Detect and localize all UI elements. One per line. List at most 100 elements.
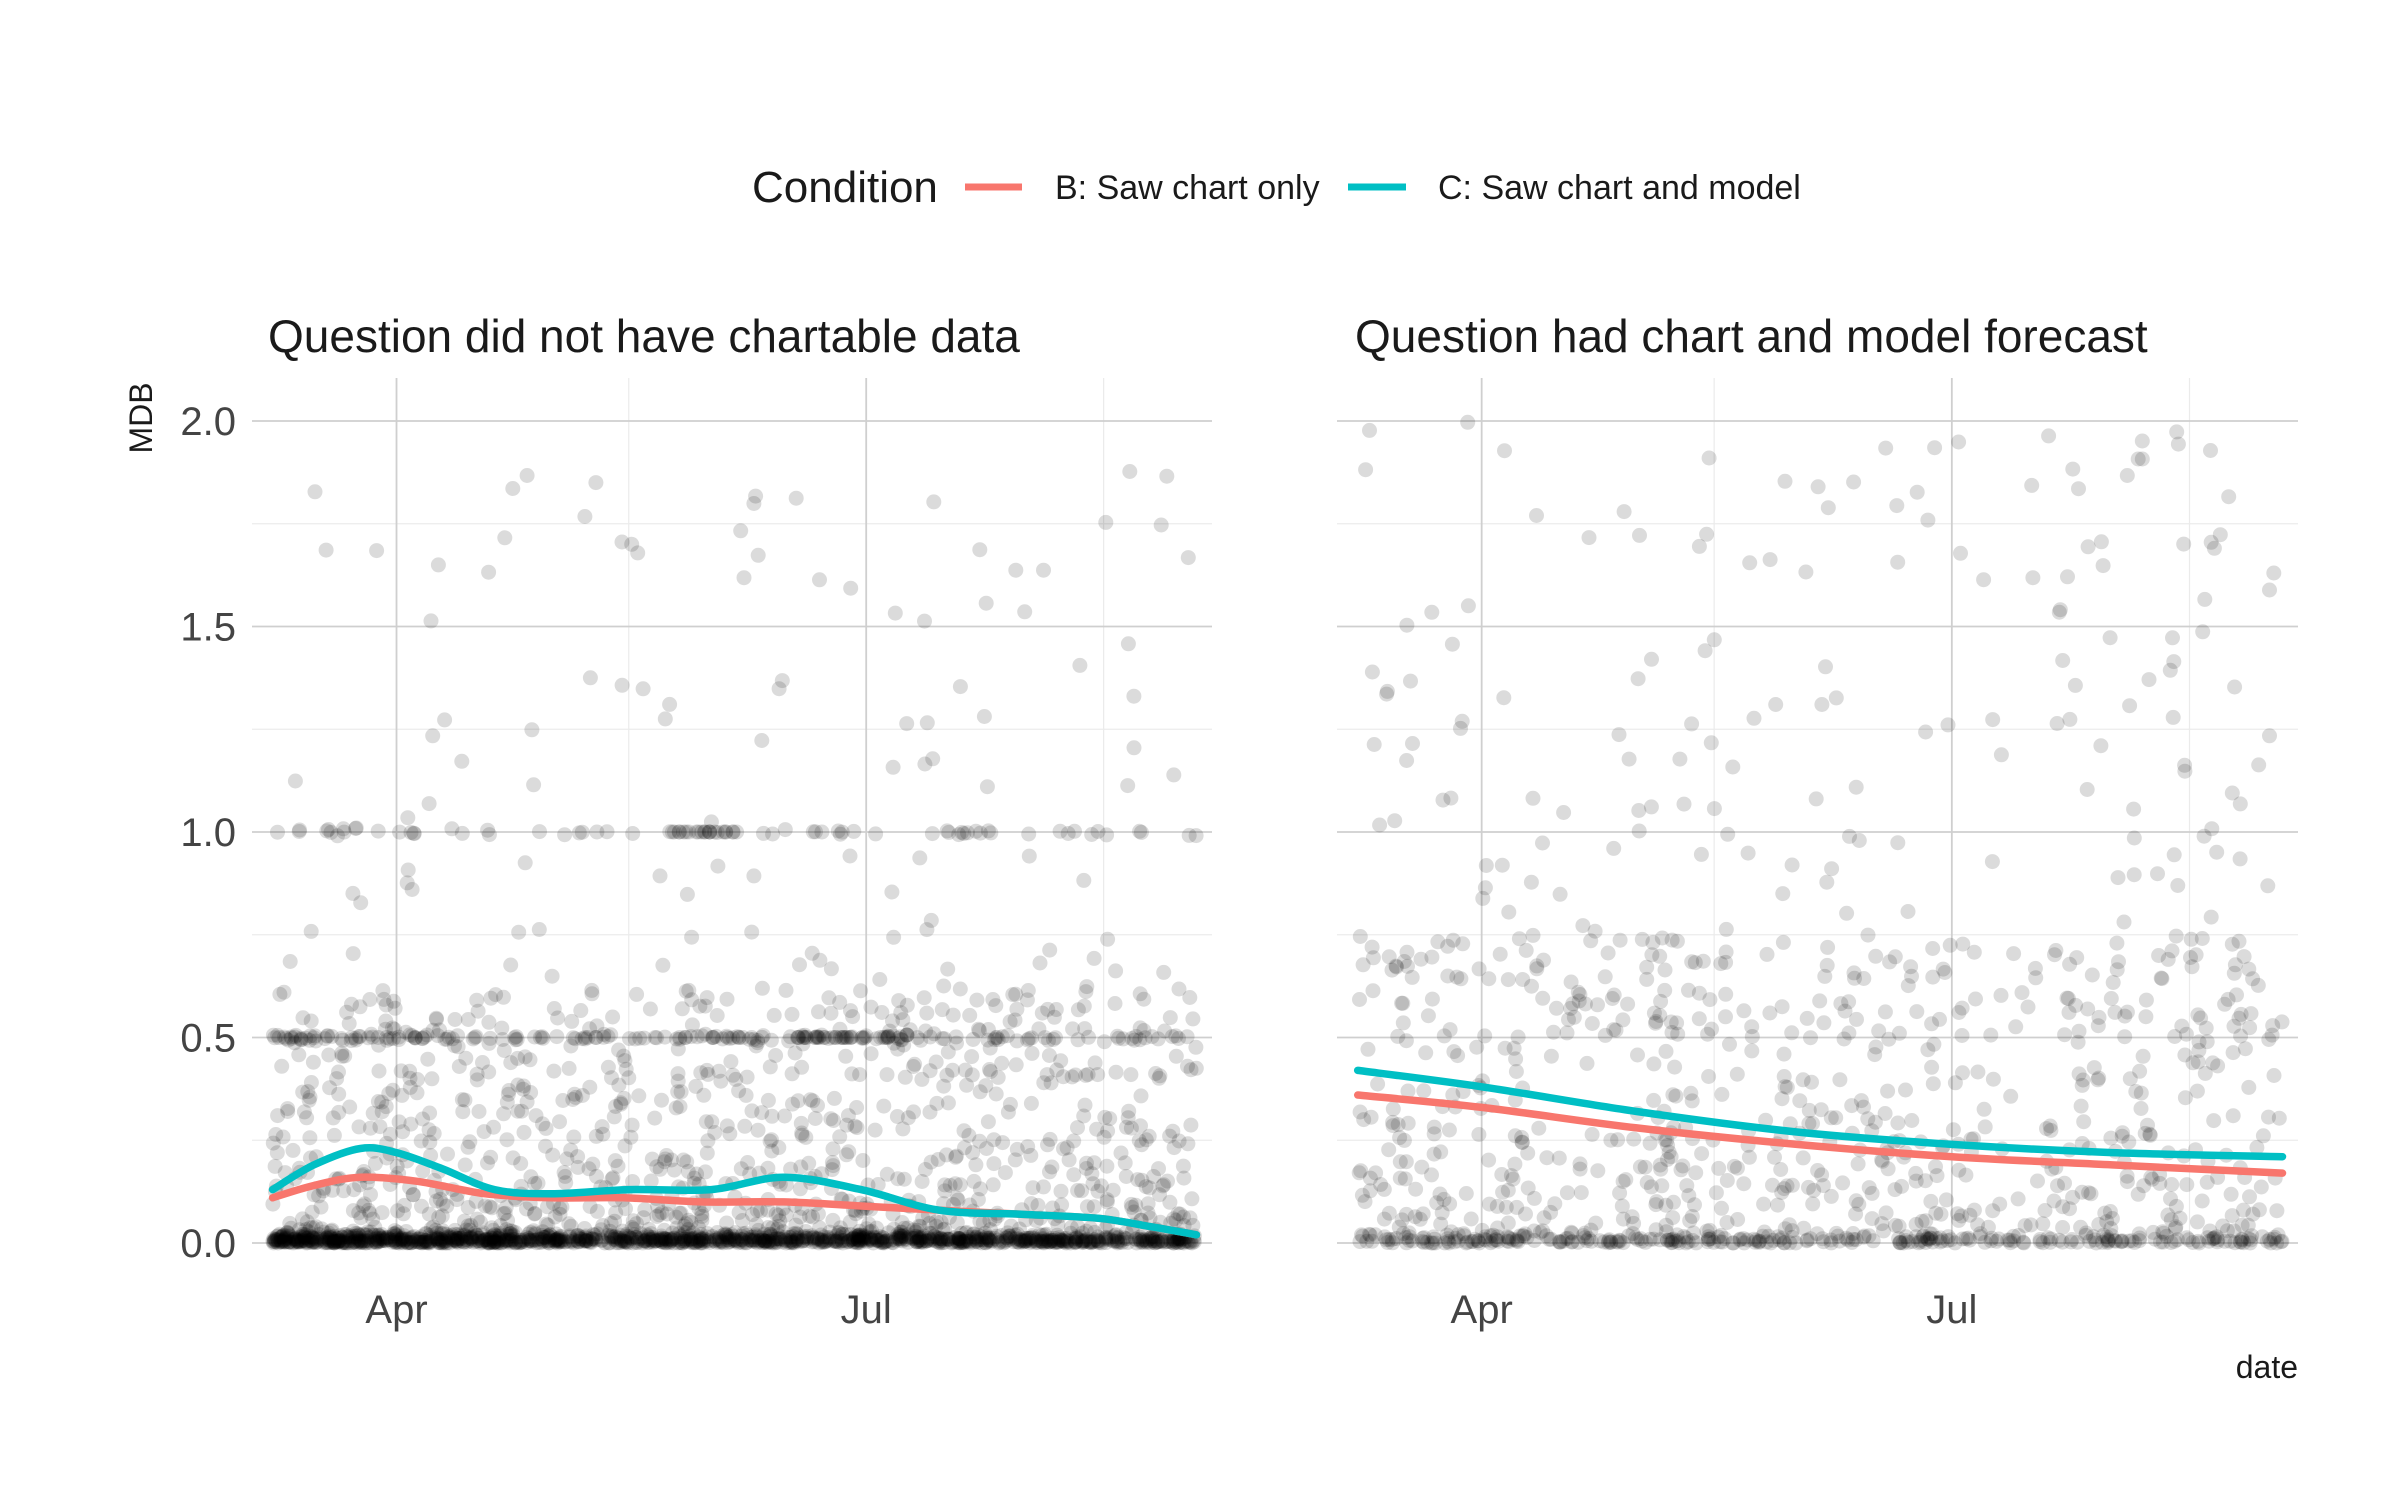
data-point	[423, 1221, 439, 1237]
data-point	[2008, 1019, 2024, 1035]
data-point	[393, 1232, 409, 1248]
data-point	[831, 1234, 847, 1250]
data-point	[487, 1227, 503, 1243]
data-point	[794, 1059, 810, 1075]
data-point	[582, 670, 598, 686]
data-point	[488, 987, 504, 1003]
data-point	[1664, 1025, 1680, 1040]
data-point	[408, 1233, 424, 1249]
data-point	[937, 1221, 953, 1237]
data-point	[812, 952, 828, 968]
data-point	[756, 1233, 772, 1249]
data-point	[511, 1235, 527, 1251]
data-point	[978, 595, 994, 611]
data-point	[1442, 1022, 1458, 1038]
data-point	[1166, 767, 1182, 783]
data-point	[841, 1233, 857, 1249]
data-point	[606, 1109, 622, 1125]
data-point	[1132, 1232, 1148, 1248]
data-point	[1511, 931, 1527, 947]
data-point	[1168, 1212, 1184, 1228]
data-point	[540, 1228, 556, 1244]
data-point	[617, 1233, 633, 1249]
data-point	[1138, 1234, 1154, 1249]
data-point	[307, 1028, 323, 1044]
data-point	[577, 1233, 593, 1249]
data-point	[932, 1233, 948, 1249]
data-point	[645, 1230, 661, 1245]
data-point	[693, 1226, 709, 1242]
data-point	[972, 1084, 988, 1100]
data-point	[433, 1231, 449, 1247]
data-point	[852, 1227, 868, 1243]
data-point	[1455, 936, 1471, 952]
data-point	[706, 1233, 722, 1249]
data-point	[896, 1229, 912, 1244]
data-point	[1362, 1170, 1378, 1186]
data-point	[1381, 1142, 1397, 1158]
data-point	[1070, 1002, 1086, 1018]
data-point	[280, 1101, 296, 1117]
data-point	[743, 1229, 759, 1245]
data-point	[359, 1230, 375, 1246]
data-point	[1021, 1230, 1037, 1246]
data-point	[1430, 934, 1446, 950]
data-point	[1019, 1230, 1035, 1246]
data-point	[422, 1235, 438, 1251]
data-point	[510, 1077, 526, 1093]
data-point	[914, 1233, 930, 1249]
data-point	[738, 1087, 754, 1103]
data-point	[1082, 1233, 1098, 1249]
data-point	[1418, 1045, 1434, 1061]
data-point	[624, 1117, 640, 1133]
data-point	[1891, 1025, 1907, 1041]
data-point	[2049, 716, 2065, 731]
data-point	[715, 824, 731, 840]
data-point	[1699, 526, 1715, 542]
data-point	[637, 1202, 653, 1218]
data-point	[859, 1234, 875, 1250]
data-point	[922, 1029, 938, 1045]
data-point	[696, 1233, 712, 1249]
data-point	[1183, 1235, 1198, 1250]
data-point	[1108, 1064, 1124, 1080]
data-point	[700, 1066, 716, 1082]
data-point	[680, 1229, 696, 1245]
data-point	[1063, 1225, 1079, 1241]
data-point	[911, 1218, 927, 1234]
data-point	[654, 1230, 670, 1246]
data-point	[519, 1094, 535, 1110]
data-point	[368, 1230, 384, 1246]
data-point	[447, 1226, 463, 1242]
data-point	[1145, 1233, 1161, 1248]
data-point	[324, 1028, 340, 1044]
data-point	[302, 1028, 318, 1044]
data-point	[1012, 1221, 1027, 1237]
data-point	[434, 1208, 450, 1224]
data-point	[1646, 1092, 1662, 1108]
data-point	[422, 1227, 438, 1243]
data-point	[654, 1234, 670, 1250]
data-point	[1170, 1206, 1186, 1222]
data-point	[2014, 985, 2030, 1001]
data-point	[1364, 1233, 1380, 1249]
data-point	[2150, 866, 2165, 882]
data-point	[756, 1226, 772, 1242]
data-point	[980, 1022, 996, 1037]
data-point	[1162, 1233, 1178, 1249]
data-point	[481, 1035, 497, 1051]
data-point	[541, 1233, 556, 1249]
data-point	[484, 1200, 500, 1216]
data-point	[357, 1196, 372, 1212]
data-point	[936, 978, 952, 994]
data-point	[552, 1234, 568, 1249]
data-point	[972, 1213, 988, 1229]
data-point	[886, 929, 902, 945]
data-point	[1849, 1011, 1864, 1027]
legend-label-b: B: Saw chart only	[1055, 169, 1320, 207]
data-point	[2153, 970, 2169, 986]
data-point	[768, 1206, 784, 1222]
data-point	[832, 1129, 848, 1145]
data-point	[1799, 1233, 1815, 1249]
data-point	[1017, 604, 1033, 620]
